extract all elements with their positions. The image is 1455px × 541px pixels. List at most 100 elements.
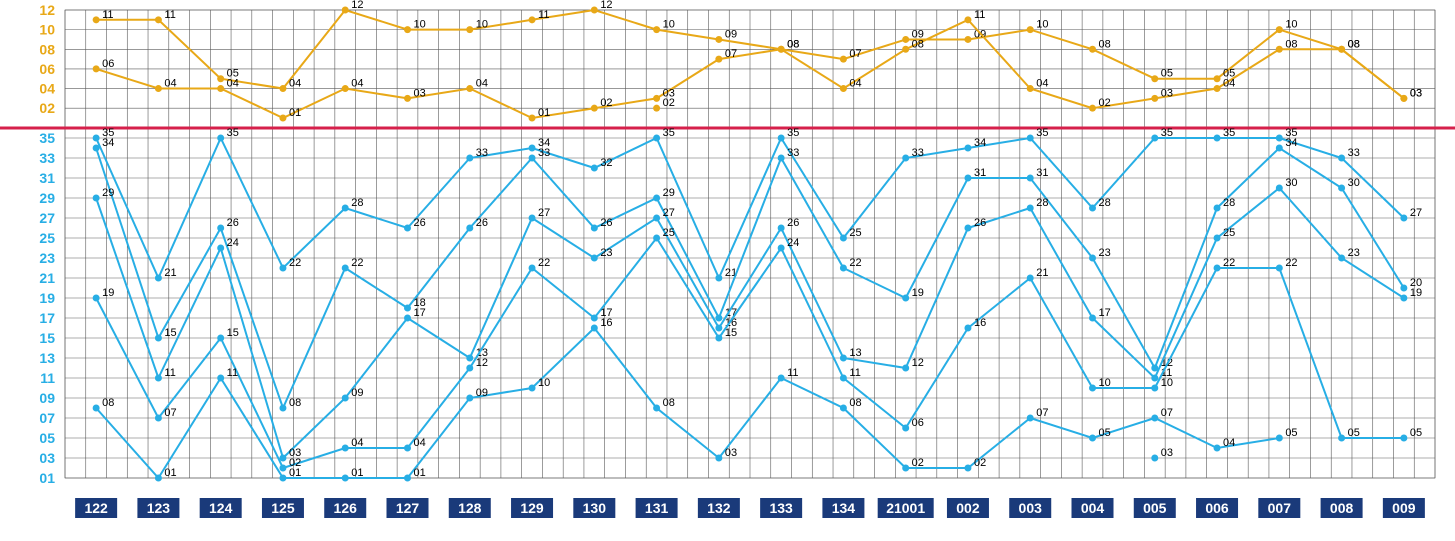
data-point (1027, 205, 1034, 212)
data-point-label: 08 (102, 397, 114, 409)
data-point-label: 27 (1410, 207, 1422, 219)
data-point-label: 26 (787, 217, 799, 229)
data-point (840, 265, 847, 272)
data-point-label: 29 (102, 187, 114, 199)
data-point-label: 01 (164, 467, 176, 479)
data-point (1089, 46, 1096, 53)
x-tick-label: 131 (645, 500, 669, 516)
data-point-label: 07 (1161, 407, 1173, 419)
data-point (1276, 185, 1283, 192)
data-point-label: 03 (1161, 87, 1173, 99)
data-point (1276, 435, 1283, 442)
data-point-label: 27 (663, 207, 675, 219)
data-point-label: 19 (912, 287, 924, 299)
data-point (1027, 175, 1034, 182)
data-point-label: 28 (1099, 197, 1111, 209)
data-point (1027, 85, 1034, 92)
x-tick-label: 130 (583, 500, 607, 516)
x-tick-label: 125 (271, 500, 295, 516)
data-point (653, 105, 660, 112)
data-point (715, 455, 722, 462)
svg-text:07: 07 (39, 410, 55, 426)
data-point-label: 31 (974, 167, 986, 179)
x-tick-label: 004 (1081, 500, 1105, 516)
data-point-label: 06 (102, 58, 114, 70)
data-point-label: 33 (1348, 147, 1360, 159)
data-point-label: 35 (1223, 127, 1235, 139)
data-point (964, 325, 971, 332)
data-point (529, 155, 536, 162)
data-point-label: 02 (974, 457, 986, 469)
data-point (342, 205, 349, 212)
data-point-label: 08 (1099, 38, 1111, 50)
data-point (217, 245, 224, 252)
data-point (93, 295, 100, 302)
data-point-label: 04 (414, 437, 426, 449)
data-point (1027, 275, 1034, 282)
data-point (902, 155, 909, 162)
data-point (902, 425, 909, 432)
data-point-label: 04 (227, 78, 239, 90)
data-point (529, 215, 536, 222)
data-point-label: 33 (476, 147, 488, 159)
data-point-label: 17 (414, 307, 426, 319)
data-point (1089, 255, 1096, 262)
data-point (653, 195, 660, 202)
data-point (342, 475, 349, 482)
data-point (529, 115, 536, 122)
data-point-label: 04 (476, 78, 488, 90)
data-point (404, 315, 411, 322)
data-point-label: 27 (538, 207, 550, 219)
data-point-label: 01 (289, 107, 301, 119)
data-point (529, 265, 536, 272)
data-point-label: 33 (787, 147, 799, 159)
data-point (404, 305, 411, 312)
data-point (778, 46, 785, 53)
data-point (342, 265, 349, 272)
data-point (653, 135, 660, 142)
data-point-label: 35 (227, 127, 239, 139)
data-point (1214, 85, 1221, 92)
data-point (1214, 135, 1221, 142)
data-point-label: 08 (912, 38, 924, 50)
data-point (591, 7, 598, 14)
svg-text:27: 27 (39, 210, 55, 226)
data-point (404, 26, 411, 33)
data-point (217, 375, 224, 382)
data-point (653, 215, 660, 222)
data-point (1400, 295, 1407, 302)
data-point-label: 30 (1348, 177, 1360, 189)
data-point-label: 25 (1223, 227, 1235, 239)
data-point-label: 08 (289, 397, 301, 409)
data-point (93, 145, 100, 152)
svg-text:13: 13 (39, 350, 55, 366)
data-point-label: 04 (289, 78, 301, 90)
data-point (1089, 205, 1096, 212)
data-point-label: 29 (663, 187, 675, 199)
data-point (155, 335, 162, 342)
data-point (964, 36, 971, 43)
data-point-label: 02 (1099, 97, 1111, 109)
data-point (778, 375, 785, 382)
data-point-label: 15 (725, 327, 737, 339)
data-point (715, 325, 722, 332)
data-point (964, 145, 971, 152)
data-point (466, 225, 473, 232)
data-point-label: 34 (974, 137, 986, 149)
data-point (1338, 185, 1345, 192)
data-point-label: 21 (1036, 267, 1048, 279)
data-point (902, 36, 909, 43)
svg-text:02: 02 (39, 100, 55, 116)
data-point-label: 01 (414, 467, 426, 479)
data-point (342, 445, 349, 452)
data-point (279, 455, 286, 462)
data-point (1276, 265, 1283, 272)
data-point (1276, 135, 1283, 142)
y-axis-top: 020406081012 (39, 2, 55, 116)
data-point-label: 01 (351, 467, 363, 479)
data-point (1027, 26, 1034, 33)
x-tick-label: 123 (147, 500, 171, 516)
data-point (217, 135, 224, 142)
data-point (840, 235, 847, 242)
data-point (1338, 435, 1345, 442)
